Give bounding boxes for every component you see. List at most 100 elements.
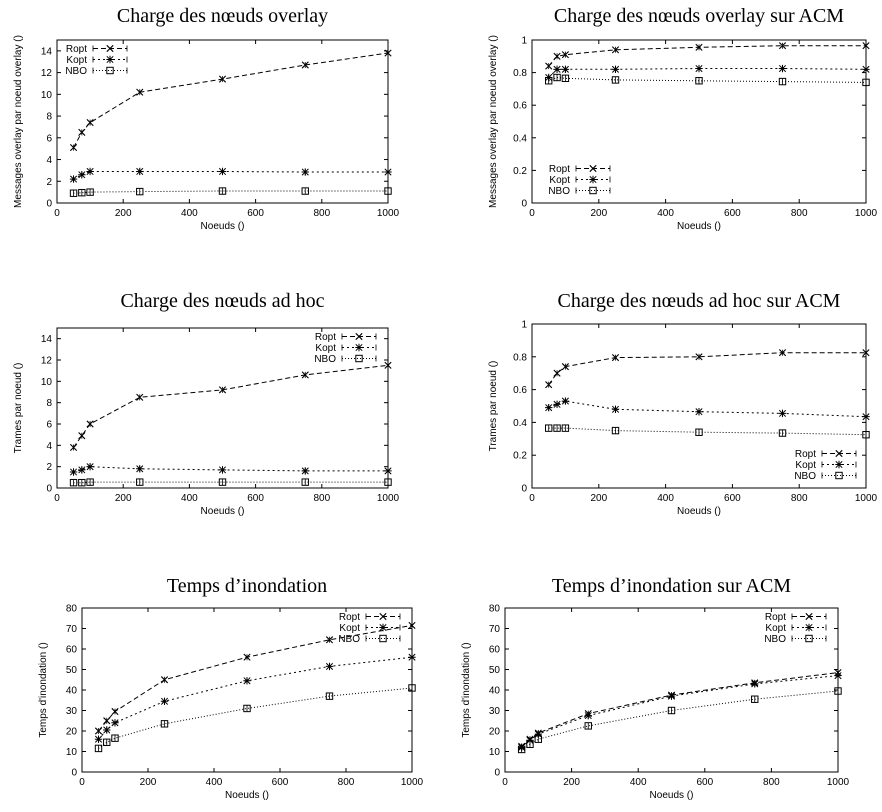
data-point	[86, 420, 94, 428]
x-tick-label: 400	[630, 777, 647, 788]
x-tick-label: 800	[791, 208, 808, 219]
chart-title: Temps d’inondation sur ACM	[552, 575, 791, 597]
data-point	[69, 468, 78, 476]
y-tick-label: 0.8	[513, 352, 527, 363]
data-point	[301, 478, 309, 486]
legend-label: NBO	[794, 471, 816, 482]
plot-frame	[56, 327, 389, 489]
data-point	[545, 62, 553, 70]
data-point	[778, 429, 787, 437]
data-point	[86, 478, 94, 486]
x-tick-label: 600	[696, 777, 713, 788]
data-point	[553, 369, 561, 377]
y-tick-label: 0	[46, 484, 52, 495]
series-line	[521, 672, 839, 747]
data-point	[545, 403, 553, 412]
x-tick-label: 0	[79, 777, 85, 788]
series-nbo	[69, 478, 392, 487]
data-point	[78, 188, 86, 197]
data-point	[561, 424, 570, 432]
chart-2: Charge des nœuds overlay sur ACM 0 200 400 6…	[488, 5, 878, 232]
legend-marker	[355, 354, 363, 363]
legend-marker	[835, 471, 843, 480]
legend-label: NBO	[65, 66, 87, 77]
data-point	[136, 167, 144, 176]
data-point	[384, 168, 392, 176]
legend-label: Ropt	[765, 612, 786, 623]
data-point	[111, 719, 119, 727]
data-point	[86, 188, 94, 196]
data-point	[553, 73, 561, 82]
data-point	[553, 400, 561, 409]
series-line	[548, 68, 867, 78]
data-point	[136, 393, 144, 401]
y-axis-label: Temps d'inondation ()	[461, 642, 472, 737]
y-tick-label: 30	[489, 706, 501, 717]
y-tick-label: 20	[66, 727, 78, 738]
data-point	[160, 676, 169, 684]
y-tick-label: 0.2	[513, 166, 527, 177]
legend-marker	[106, 66, 114, 75]
data-point	[553, 52, 561, 60]
data-point	[94, 735, 103, 743]
data-point	[862, 42, 870, 50]
data-point	[862, 65, 870, 74]
plot-frame	[81, 607, 413, 773]
series-line	[73, 52, 389, 148]
legend-marker	[835, 449, 843, 458]
data-point	[78, 128, 86, 136]
x-tick-label: 0	[54, 208, 60, 219]
legend-label: Kopt	[339, 623, 360, 634]
series-ropt	[69, 49, 392, 152]
x-tick-label: 200	[140, 777, 157, 788]
data-point	[534, 730, 542, 738]
series-line	[73, 190, 388, 194]
data-point	[160, 697, 169, 705]
data-point	[384, 361, 392, 369]
chart-3: Charge des nœuds ad hoc 0 200 400 600 800 1000…	[13, 290, 400, 517]
data-point	[611, 65, 620, 74]
y-tick-label: 10	[489, 747, 501, 758]
data-point	[561, 51, 569, 59]
data-point	[695, 353, 703, 361]
data-point	[103, 738, 111, 746]
data-point	[78, 432, 86, 440]
data-point	[136, 478, 144, 486]
x-tick-label: 0	[502, 777, 508, 788]
x-tick-label: 1000	[401, 777, 424, 788]
y-tick-label: 30	[66, 706, 78, 717]
data-point	[301, 168, 309, 176]
y-tick-label: 0.4	[513, 133, 527, 144]
data-point	[301, 187, 309, 195]
data-point	[778, 349, 787, 357]
y-tick-label: 0	[521, 199, 527, 210]
legend-marker	[589, 175, 597, 184]
data-point	[553, 424, 561, 432]
data-point	[218, 75, 227, 83]
legend-label: Kopt	[765, 623, 786, 634]
series-ropt	[94, 621, 416, 735]
data-point	[218, 167, 227, 176]
data-point	[611, 405, 620, 413]
x-tick-label: 1000	[855, 208, 878, 219]
data-point	[408, 653, 416, 661]
data-point	[545, 381, 553, 389]
x-tick-label: 0	[529, 493, 535, 504]
y-tick-label: 0.2	[513, 451, 527, 462]
data-point	[111, 734, 119, 742]
y-tick-label: 70	[489, 624, 501, 635]
data-point	[561, 74, 570, 83]
x-axis-label: Noeuds ()	[225, 790, 269, 801]
legend-label: Ropt	[315, 332, 336, 343]
data-point	[695, 43, 703, 51]
series-line	[73, 481, 388, 484]
chart-5: Temps d’inondation 0 200 400 600 800 1000 0 10 20…	[38, 575, 424, 801]
x-axis-label: Noeuds ()	[650, 790, 694, 801]
series-line	[521, 675, 839, 748]
data-point	[136, 187, 144, 196]
data-point	[160, 720, 169, 728]
y-axis-label: Messages overlay par noeud overlay ()	[488, 35, 499, 208]
